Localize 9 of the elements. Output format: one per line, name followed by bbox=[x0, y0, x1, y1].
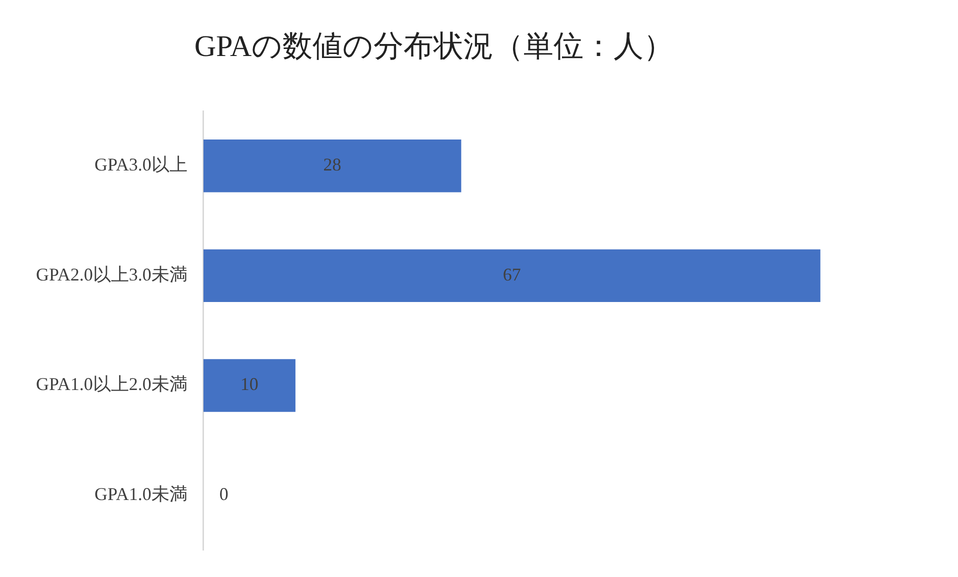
data-label: 0 bbox=[219, 484, 228, 504]
chart-title: GPAの数値の分布状況（単位：人） bbox=[194, 30, 674, 63]
data-label: 10 bbox=[240, 374, 258, 394]
y-tick-label: GPA1.0未満 bbox=[94, 484, 188, 504]
y-tick-label: GPA1.0以上2.0未満 bbox=[36, 374, 188, 394]
y-tick-label: GPA2.0以上3.0未満 bbox=[36, 264, 188, 284]
y-tick-label: GPA3.0以上 bbox=[94, 154, 188, 175]
data-label: 28 bbox=[323, 154, 342, 175]
data-label: 67 bbox=[502, 264, 521, 284]
